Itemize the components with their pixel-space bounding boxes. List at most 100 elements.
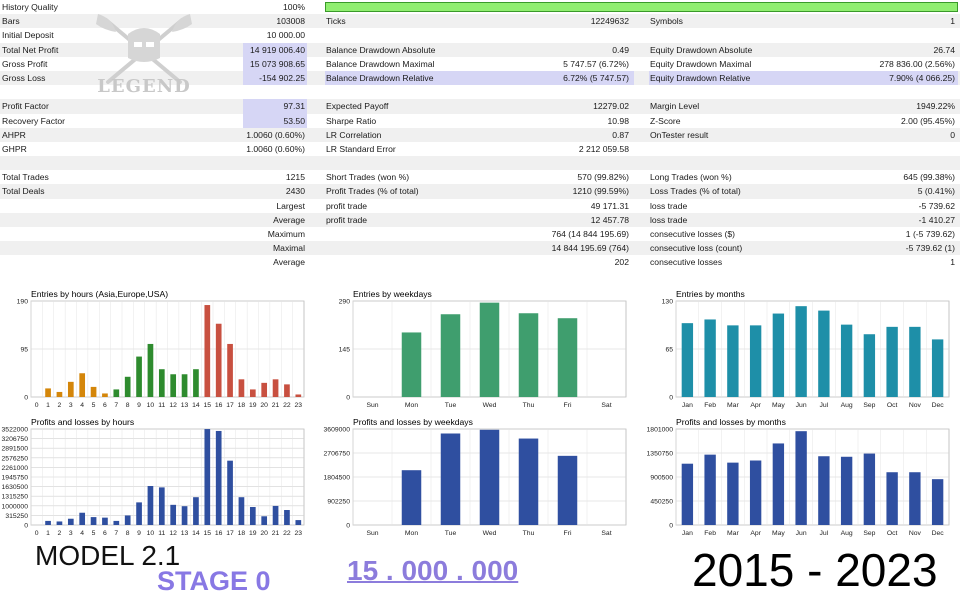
x-tick-label: 21 xyxy=(272,402,280,409)
report-row: Bars 103008 Ticks 12249632 Symbols 1 xyxy=(0,14,960,29)
y-tick-label: 1350750 xyxy=(647,451,674,458)
stat-value: 5 (0.41%) xyxy=(917,186,955,197)
x-tick-label: 23 xyxy=(295,530,303,537)
stat-label: Balance Drawdown Absolute xyxy=(326,44,436,55)
x-tick-label: Dec xyxy=(932,402,945,409)
y-tick-label: 0 xyxy=(669,523,673,530)
x-tick-label: Jul xyxy=(820,530,829,537)
x-tick-label: 16 xyxy=(215,530,223,537)
x-tick-label: 14 xyxy=(192,530,200,537)
x-tick-label: Sep xyxy=(863,530,875,537)
stat-label: GHPR xyxy=(2,143,27,154)
bar xyxy=(727,325,739,397)
y-tick-label: 2891500 xyxy=(2,446,29,453)
x-tick-label: Apr xyxy=(750,530,761,537)
stat-value: 1 xyxy=(950,16,955,27)
stat-value: 53.50 xyxy=(243,113,307,128)
stat-label: Gross Loss xyxy=(2,72,46,83)
x-tick-label: 13 xyxy=(181,402,189,409)
bar xyxy=(227,460,233,525)
x-tick-label: 20 xyxy=(260,530,268,537)
logo-text: LEGEND xyxy=(97,76,191,97)
chart-title: Profits and losses by weekdays xyxy=(353,417,473,427)
stat-label: Balance Drawdown Maximal xyxy=(326,58,435,69)
x-tick-label: 0 xyxy=(35,530,39,537)
bar xyxy=(102,393,108,397)
bar xyxy=(158,369,165,397)
bar xyxy=(681,463,694,525)
x-tick-label: Sun xyxy=(366,402,378,409)
bar xyxy=(215,323,222,397)
stat-value: Maximum xyxy=(267,229,305,239)
x-tick-label: Nov xyxy=(909,530,922,537)
x-tick-label: 6 xyxy=(103,402,107,409)
stat-label: Long Trades (won %) xyxy=(650,172,732,183)
bar xyxy=(772,313,785,397)
stat-value: -5 739.62 (1) xyxy=(905,243,955,254)
bar xyxy=(440,433,461,525)
bar xyxy=(284,510,290,525)
profits-losses-by-months-chart: Profits and losses by months 1801000 13507… xyxy=(645,415,955,541)
x-tick-label: Mon xyxy=(405,530,418,537)
x-tick-label: May xyxy=(772,530,785,537)
x-tick-label: Jun xyxy=(796,402,807,409)
bar xyxy=(295,520,302,525)
stat-label: profit trade xyxy=(326,214,368,225)
y-tick-label: 1630500 xyxy=(2,484,29,491)
stat-label: Equity Drawdown Absolute xyxy=(650,44,753,55)
x-tick-label: Mar xyxy=(727,530,739,537)
bar xyxy=(227,343,233,397)
bar xyxy=(401,332,422,397)
bar xyxy=(886,472,898,525)
stat-label: Loss Trades (% of total) xyxy=(650,186,741,197)
deposit-label: 15 . 000 . 000 xyxy=(347,555,519,586)
stat-value: 2430 xyxy=(285,186,305,197)
stat-label: History Quality xyxy=(2,2,58,12)
profits-losses-by-hours-chart: Profits and losses by hours 3522000 320675… xyxy=(0,415,310,541)
chart-title: Entries by months xyxy=(676,289,745,299)
chart-title: Entries by weekdays xyxy=(353,289,432,299)
stat-label: AHPR xyxy=(2,129,26,140)
bar xyxy=(90,517,97,525)
report-row: AHPR 1.0060 (0.60%) LR Correlation 0.87 OnTe… xyxy=(0,127,960,142)
stat-label: Gross Profit xyxy=(2,58,48,69)
entries-by-weekdays-chart: Entries by weekdays 290 145 0 Sun Mon Tue Wed Th… xyxy=(322,287,632,413)
stat-label: Short Trades (won %) xyxy=(326,172,410,183)
x-tick-label: 10 xyxy=(147,530,155,537)
x-tick-label: 2 xyxy=(58,530,62,537)
y-tick-label: 3609000 xyxy=(324,427,351,434)
bar xyxy=(557,455,578,525)
stat-label: loss trade xyxy=(650,200,688,211)
stat-value: -5 739.62 xyxy=(918,200,955,211)
report-table: History Quality 100% Bars 103008 Ticks 122496… xyxy=(0,0,960,270)
report-row: History Quality 100% xyxy=(0,0,960,14)
y-tick-label: 65 xyxy=(665,347,673,354)
stat-value: Average xyxy=(273,214,305,225)
x-tick-label: Thu xyxy=(523,530,535,537)
report-row: Maximum 764 (14 844 195.69) consecutive lo… xyxy=(0,227,960,241)
stat-value: 26.74 xyxy=(933,44,955,55)
bar xyxy=(401,470,422,525)
stat-value: 100% xyxy=(283,2,305,12)
x-tick-label: 9 xyxy=(137,402,141,409)
x-tick-label: Dec xyxy=(932,530,945,537)
x-tick-label: 9 xyxy=(137,530,141,537)
stat-value: 7.90% (4 066.25) xyxy=(889,72,955,83)
x-tick-label: 20 xyxy=(260,402,268,409)
crossed-axes-helmet-logo-icon xyxy=(96,14,192,84)
bar xyxy=(440,314,461,397)
bar xyxy=(124,376,131,397)
stat-value: 0.87 xyxy=(612,129,629,140)
stat-value: -154 902.25 xyxy=(243,70,307,86)
bar xyxy=(45,388,51,397)
y-tick-label: 2706750 xyxy=(324,451,351,458)
x-tick-label: 22 xyxy=(283,402,291,409)
stat-label: consecutive loss (count) xyxy=(650,243,743,254)
stat-value: 12279.02 xyxy=(593,101,629,112)
x-tick-label: 17 xyxy=(226,530,234,537)
bar xyxy=(102,517,108,525)
stat-label: consecutive losses ($) xyxy=(650,229,736,239)
x-tick-label: 22 xyxy=(283,530,291,537)
report-row: Gross Loss -154 902.25 Balance Drawdown Re… xyxy=(0,70,960,86)
x-tick-label: 15 xyxy=(204,530,212,537)
